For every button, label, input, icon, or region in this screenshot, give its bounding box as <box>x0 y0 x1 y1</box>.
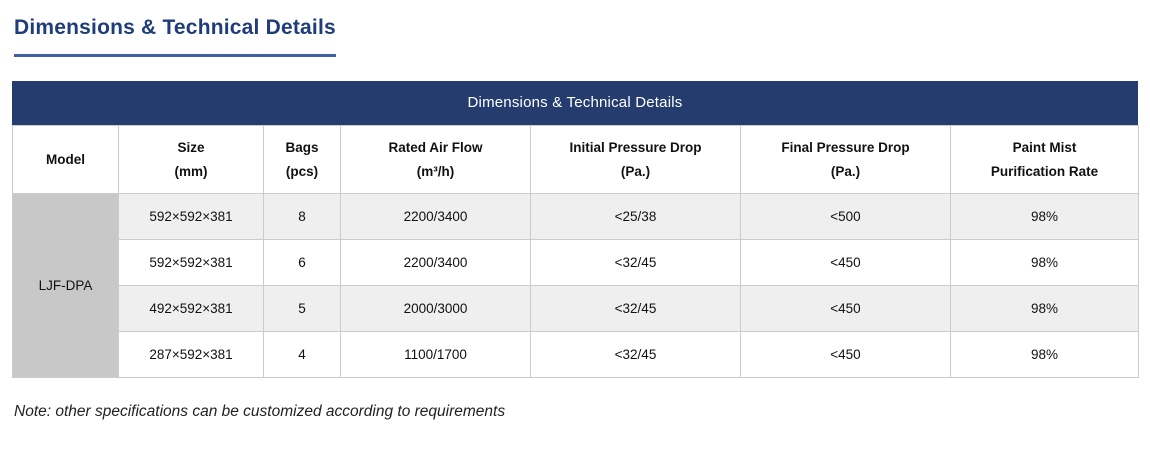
spec-table-section: Dimensions & Technical Details Model Siz… <box>12 81 1139 378</box>
page: Dimensions & Technical Details Dimension… <box>0 16 1150 462</box>
column-header-line: (Pa.) <box>830 163 861 179</box>
column-header-line: Bags <box>285 139 319 155</box>
cell-bags: 6 <box>263 239 341 286</box>
cell-purification-rate: 98% <box>950 239 1139 286</box>
column-header-line: Size <box>177 139 205 155</box>
column-header-initial-pressure-drop: Initial Pressure Drop (Pa.) <box>530 125 741 194</box>
cell-rated-air-flow: 2200/3400 <box>340 239 531 286</box>
cell-final-pressure-drop: <450 <box>740 239 951 286</box>
table-banner-title: Dimensions & Technical Details <box>12 81 1138 125</box>
cell-initial-pressure-drop: <32/45 <box>530 239 741 286</box>
table-row: LJF-DPA 592×592×381 8 2200/3400 <25/38 <… <box>12 193 1139 378</box>
cell-final-pressure-drop: <500 <box>740 193 951 240</box>
cell-bags: 8 <box>263 193 341 240</box>
column-header-rated-air-flow: Rated Air Flow (m³/h) <box>340 125 531 194</box>
column-header-paint-mist-purification-rate: Paint Mist Purification Rate <box>950 125 1139 194</box>
page-title: Dimensions & Technical Details <box>14 16 336 57</box>
column-header-line: (mm) <box>174 163 208 179</box>
column-header-line: (m³/h) <box>416 163 455 179</box>
cell-purification-rate: 98% <box>950 193 1139 240</box>
cell-final-pressure-drop: <450 <box>740 331 951 378</box>
cell-initial-pressure-drop: <32/45 <box>530 285 741 332</box>
cell-purification-rate: 98% <box>950 285 1139 332</box>
cell-rated-air-flow: 2000/3000 <box>340 285 531 332</box>
column-header-line: Rated Air Flow <box>388 139 483 155</box>
table-row: 492×592×381 5 2000/3000 <32/45 <450 98% <box>13 285 1139 332</box>
table-row: 287×592×381 4 1100/1700 <32/45 <450 98% <box>13 331 1139 378</box>
spec-table: Model Size (mm) Bags (pcs) Rated Air Flo… <box>12 125 1139 378</box>
column-header-line: Purification Rate <box>990 163 1099 179</box>
cell-initial-pressure-drop: <32/45 <box>530 331 741 378</box>
cell-final-pressure-drop: <450 <box>740 285 951 332</box>
column-header-line: Paint Mist <box>1012 139 1077 155</box>
column-header-line: Model <box>46 151 85 167</box>
column-header-size: Size (mm) <box>118 125 264 194</box>
cell-model: LJF-DPA <box>12 193 119 378</box>
column-header-line: (Pa.) <box>620 163 651 179</box>
column-header-model: Model <box>12 125 119 194</box>
cell-size: 592×592×381 <box>118 239 264 286</box>
cell-size: 492×592×381 <box>118 285 264 332</box>
column-header-line: (pcs) <box>285 163 319 179</box>
cell-rated-air-flow: 1100/1700 <box>340 331 531 378</box>
cell-purification-rate: 98% <box>950 331 1139 378</box>
column-header-line: Final Pressure Drop <box>781 139 910 155</box>
cell-initial-pressure-drop: <25/38 <box>530 193 741 240</box>
table-row: 592×592×381 6 2200/3400 <32/45 <450 98% <box>13 239 1139 286</box>
header-row: Model Size (mm) Bags (pcs) Rated Air Flo… <box>12 125 1139 194</box>
cell-bags: 4 <box>263 331 341 378</box>
cell-bags: 5 <box>263 285 341 332</box>
note-text: Note: other specifications can be custom… <box>14 403 506 420</box>
column-header-bags: Bags (pcs) <box>263 125 341 194</box>
cell-rated-air-flow: 2200/3400 <box>340 193 531 240</box>
column-header-final-pressure-drop: Final Pressure Drop (Pa.) <box>740 125 951 194</box>
cell-size: 592×592×381 <box>118 193 264 240</box>
page-title-wrap: Dimensions & Technical Details <box>14 16 1136 57</box>
cell-size: 287×592×381 <box>118 331 264 378</box>
column-header-line: Initial Pressure Drop <box>569 139 702 155</box>
